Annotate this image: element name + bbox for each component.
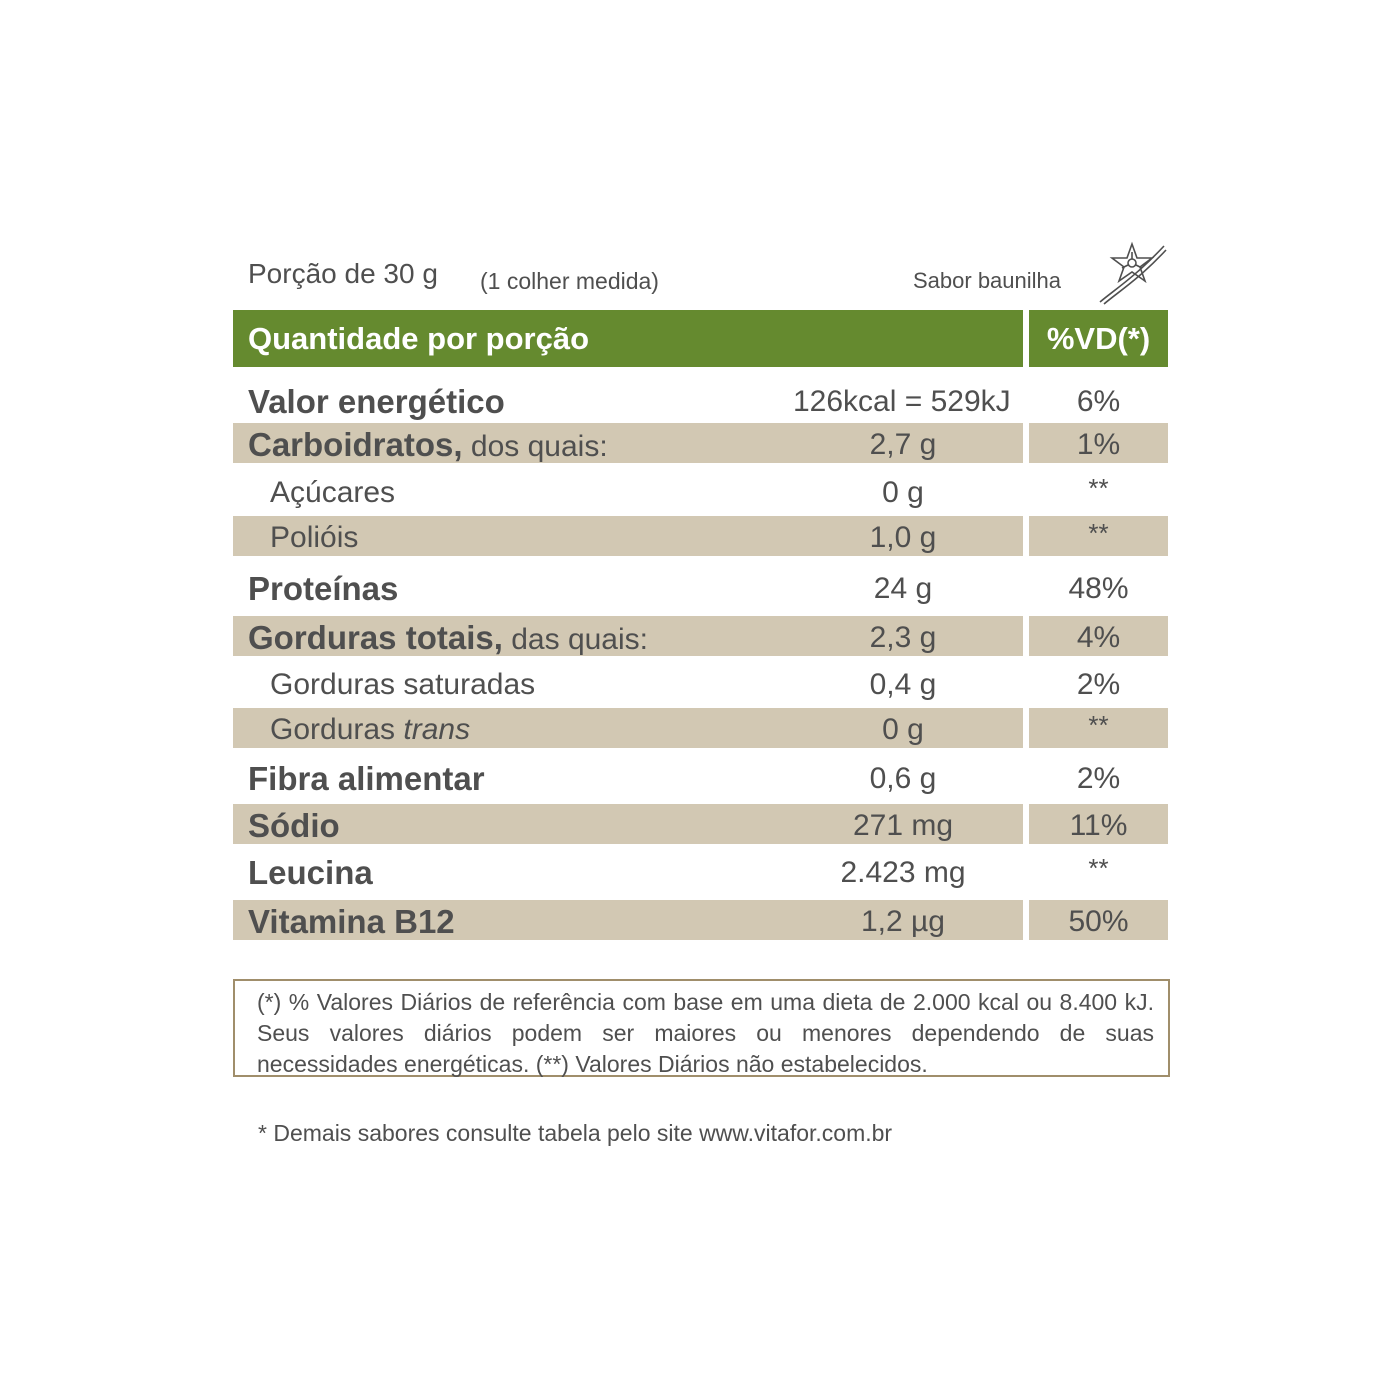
table-row-proteins: Proteínas 24 g 48% — [233, 567, 1168, 607]
row-name: Gorduras trans — [270, 713, 471, 746]
row-name: Valor energético — [248, 383, 505, 420]
row-amount: 2.423 mg — [840, 856, 966, 889]
table-row-sugars: Açúcares 0 g ** — [233, 471, 1168, 511]
row-vd: 1% — [1076, 428, 1121, 461]
row-name: Carboidratos, dos quais: — [248, 426, 608, 463]
table-row-saturated-fat: Gorduras saturadas 0,4 g 2% — [233, 663, 1168, 703]
row-amount: 271 mg — [852, 809, 954, 842]
row-name: Gorduras totais, das quais: — [248, 619, 648, 656]
header-vd: %VD(*) — [1029, 310, 1168, 367]
table-row-trans-fat: Gorduras trans 0 g ** — [233, 708, 1168, 748]
footer-note: * Demais sabores consulte tabela pelo si… — [258, 1120, 893, 1146]
row-name: Gorduras saturadas — [270, 668, 536, 701]
row-vd: 2% — [1076, 762, 1121, 795]
flavor-label: Sabor baunilha — [913, 268, 1062, 293]
portion-detail: (1 colher medida) — [480, 268, 659, 294]
row-vd: 4% — [1076, 621, 1121, 654]
table-row-polyols: Polióis 1,0 g ** — [233, 516, 1168, 556]
row-amount: 24 g — [873, 572, 933, 605]
portion-label: Porção de 30 g — [248, 258, 438, 289]
row-amount: 0,4 g — [869, 668, 937, 701]
row-name: Fibra alimentar — [248, 760, 485, 797]
table-row-sodium: Sódio 271 mg 11% — [233, 804, 1168, 844]
row-vd: 48% — [1068, 572, 1129, 605]
row-name: Polióis — [270, 521, 359, 554]
table-row-fiber: Fibra alimentar 0,6 g 2% — [233, 757, 1168, 797]
row-name: Leucina — [248, 854, 373, 891]
row-amount: 0,6 g — [869, 762, 937, 795]
row-amount: 2,3 g — [869, 621, 937, 654]
row-amount: 1,2 µg — [860, 905, 945, 938]
table-row-carbohydrates: Carboidratos, dos quais: 2,7 g 1% — [233, 423, 1168, 463]
table-row-leucine: Leucina 2.423 mg ** — [233, 851, 1168, 891]
row-vd: ** — [1088, 710, 1109, 740]
row-amount: 2,7 g — [869, 428, 937, 461]
row-vd: 50% — [1068, 905, 1129, 938]
table-row-vitamin-b12: Vitamina B12 1,2 µg 50% — [233, 900, 1168, 940]
header-quantity: Quantidade por porção — [233, 310, 1023, 367]
row-amount: 1,0 g — [869, 521, 937, 554]
vanilla-flower-icon — [1099, 241, 1167, 305]
reference-note: (*) % Valores Diários de referência com … — [233, 979, 1170, 1077]
row-name: Proteínas — [248, 570, 399, 607]
row-vd: 2% — [1076, 668, 1121, 701]
row-amount: 126kcal = 529kJ — [793, 385, 1011, 418]
table-row-total-fat: Gorduras totais, das quais: 2,3 g 4% — [233, 616, 1168, 656]
row-amount: 0 g — [882, 713, 924, 746]
table-row-energy: Valor energético 126kcal = 529kJ 6% — [233, 380, 1168, 420]
row-vd: ** — [1088, 518, 1109, 548]
row-vd: ** — [1088, 853, 1109, 883]
row-vd: ** — [1088, 473, 1109, 503]
row-name: Vitamina B12 — [248, 903, 455, 940]
row-name: Açúcares — [270, 476, 396, 509]
row-vd: 11% — [1069, 809, 1128, 842]
row-name: Sódio — [248, 807, 340, 844]
row-amount: 0 g — [882, 476, 924, 509]
row-vd: 6% — [1076, 385, 1121, 418]
